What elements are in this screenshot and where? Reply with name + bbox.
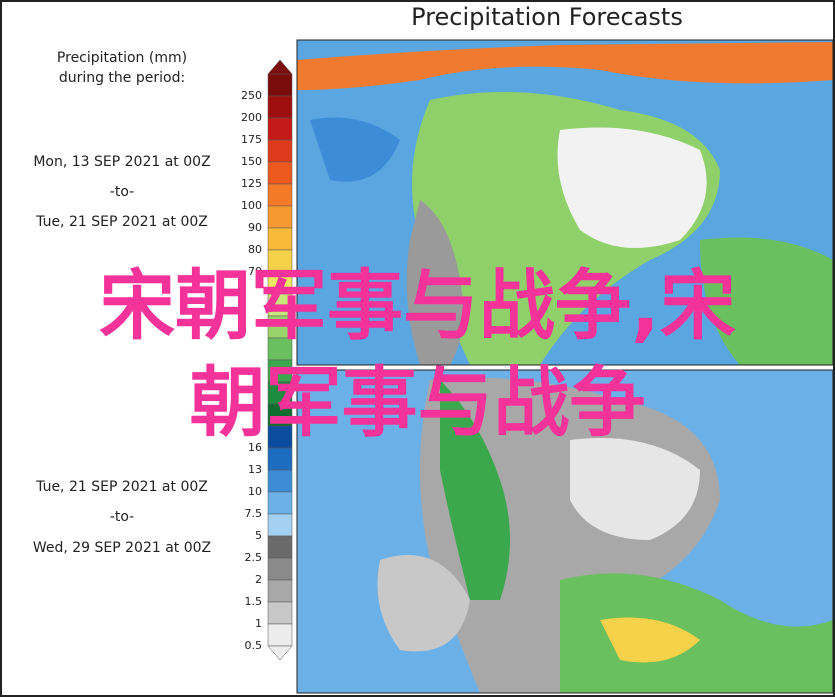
colorbar-label: 150 xyxy=(241,155,262,168)
colorbar-segment xyxy=(267,513,293,537)
colorbar-label: 16 xyxy=(248,441,262,454)
colorbar-label: 125 xyxy=(241,177,262,190)
colorbar-label: 175 xyxy=(241,133,262,146)
colorbar-segment xyxy=(267,117,293,141)
colorbar-segment xyxy=(267,227,293,251)
colorbar-label: 80 xyxy=(248,243,262,256)
colorbar-segment xyxy=(267,535,293,559)
map-border xyxy=(296,369,834,694)
colorbar-label: 10 xyxy=(248,485,262,498)
colorbar-segment xyxy=(267,557,293,581)
colorbar-segment xyxy=(267,469,293,493)
colorbar-segment xyxy=(267,95,293,119)
colorbar-label: 200 xyxy=(241,111,262,124)
period-to: -to- xyxy=(110,184,134,200)
colorbar-segment xyxy=(267,447,293,471)
colorbar-segment xyxy=(267,205,293,229)
colorbar-arrow xyxy=(267,645,293,661)
colorbar-label: 100 xyxy=(241,199,262,212)
colorbar-segment xyxy=(267,161,293,185)
colorbar-label: 1.5 xyxy=(245,595,263,608)
colorbar: 250 200 175 150 125 100 90 80 70 16 13 10 7.5 5 2.5 2 1.… xyxy=(241,59,293,661)
colorbar-label: 0.5 xyxy=(245,639,263,652)
colorbar-label: 250 xyxy=(241,89,262,102)
title: Precipitation Forecasts xyxy=(411,3,683,31)
colorbar-label: 13 xyxy=(248,463,262,476)
colorbar-label: 1 xyxy=(255,617,262,630)
map-border xyxy=(296,39,834,366)
colorbar-label: 70 xyxy=(248,265,262,278)
period-start: Mon, 13 SEP 2021 at 00Z xyxy=(33,154,210,170)
period-to: -to- xyxy=(110,509,134,525)
period-end: Tue, 21 SEP 2021 at 00Z xyxy=(35,214,208,230)
map-panel xyxy=(297,370,833,693)
legend-title: during the period: xyxy=(59,70,185,86)
colorbar-segment xyxy=(267,73,293,97)
colorbar-label: 2 xyxy=(255,573,262,586)
colorbar-label: 7.5 xyxy=(245,507,263,520)
colorbar-arrow xyxy=(267,59,293,75)
colorbar-label: 5 xyxy=(255,529,262,542)
overlay-text: 朝军事与战争 xyxy=(189,358,646,447)
colorbar-label: 90 xyxy=(248,221,262,234)
period-end: Wed, 29 SEP 2021 at 00Z xyxy=(33,540,211,556)
colorbar-segment xyxy=(267,579,293,603)
colorbar-segment xyxy=(267,601,293,625)
period-start: Tue, 21 SEP 2021 at 00Z xyxy=(35,479,208,495)
colorbar-segment xyxy=(267,491,293,515)
colorbar-segment xyxy=(267,623,293,647)
overlay-text: 宋朝军事与战争,宋 xyxy=(99,261,736,350)
colorbar-label: 2.5 xyxy=(245,551,263,564)
map-panel xyxy=(297,40,833,365)
colorbar-segment xyxy=(267,139,293,163)
colorbar-segment xyxy=(267,183,293,207)
legend-title: Precipitation (mm) xyxy=(57,50,187,66)
